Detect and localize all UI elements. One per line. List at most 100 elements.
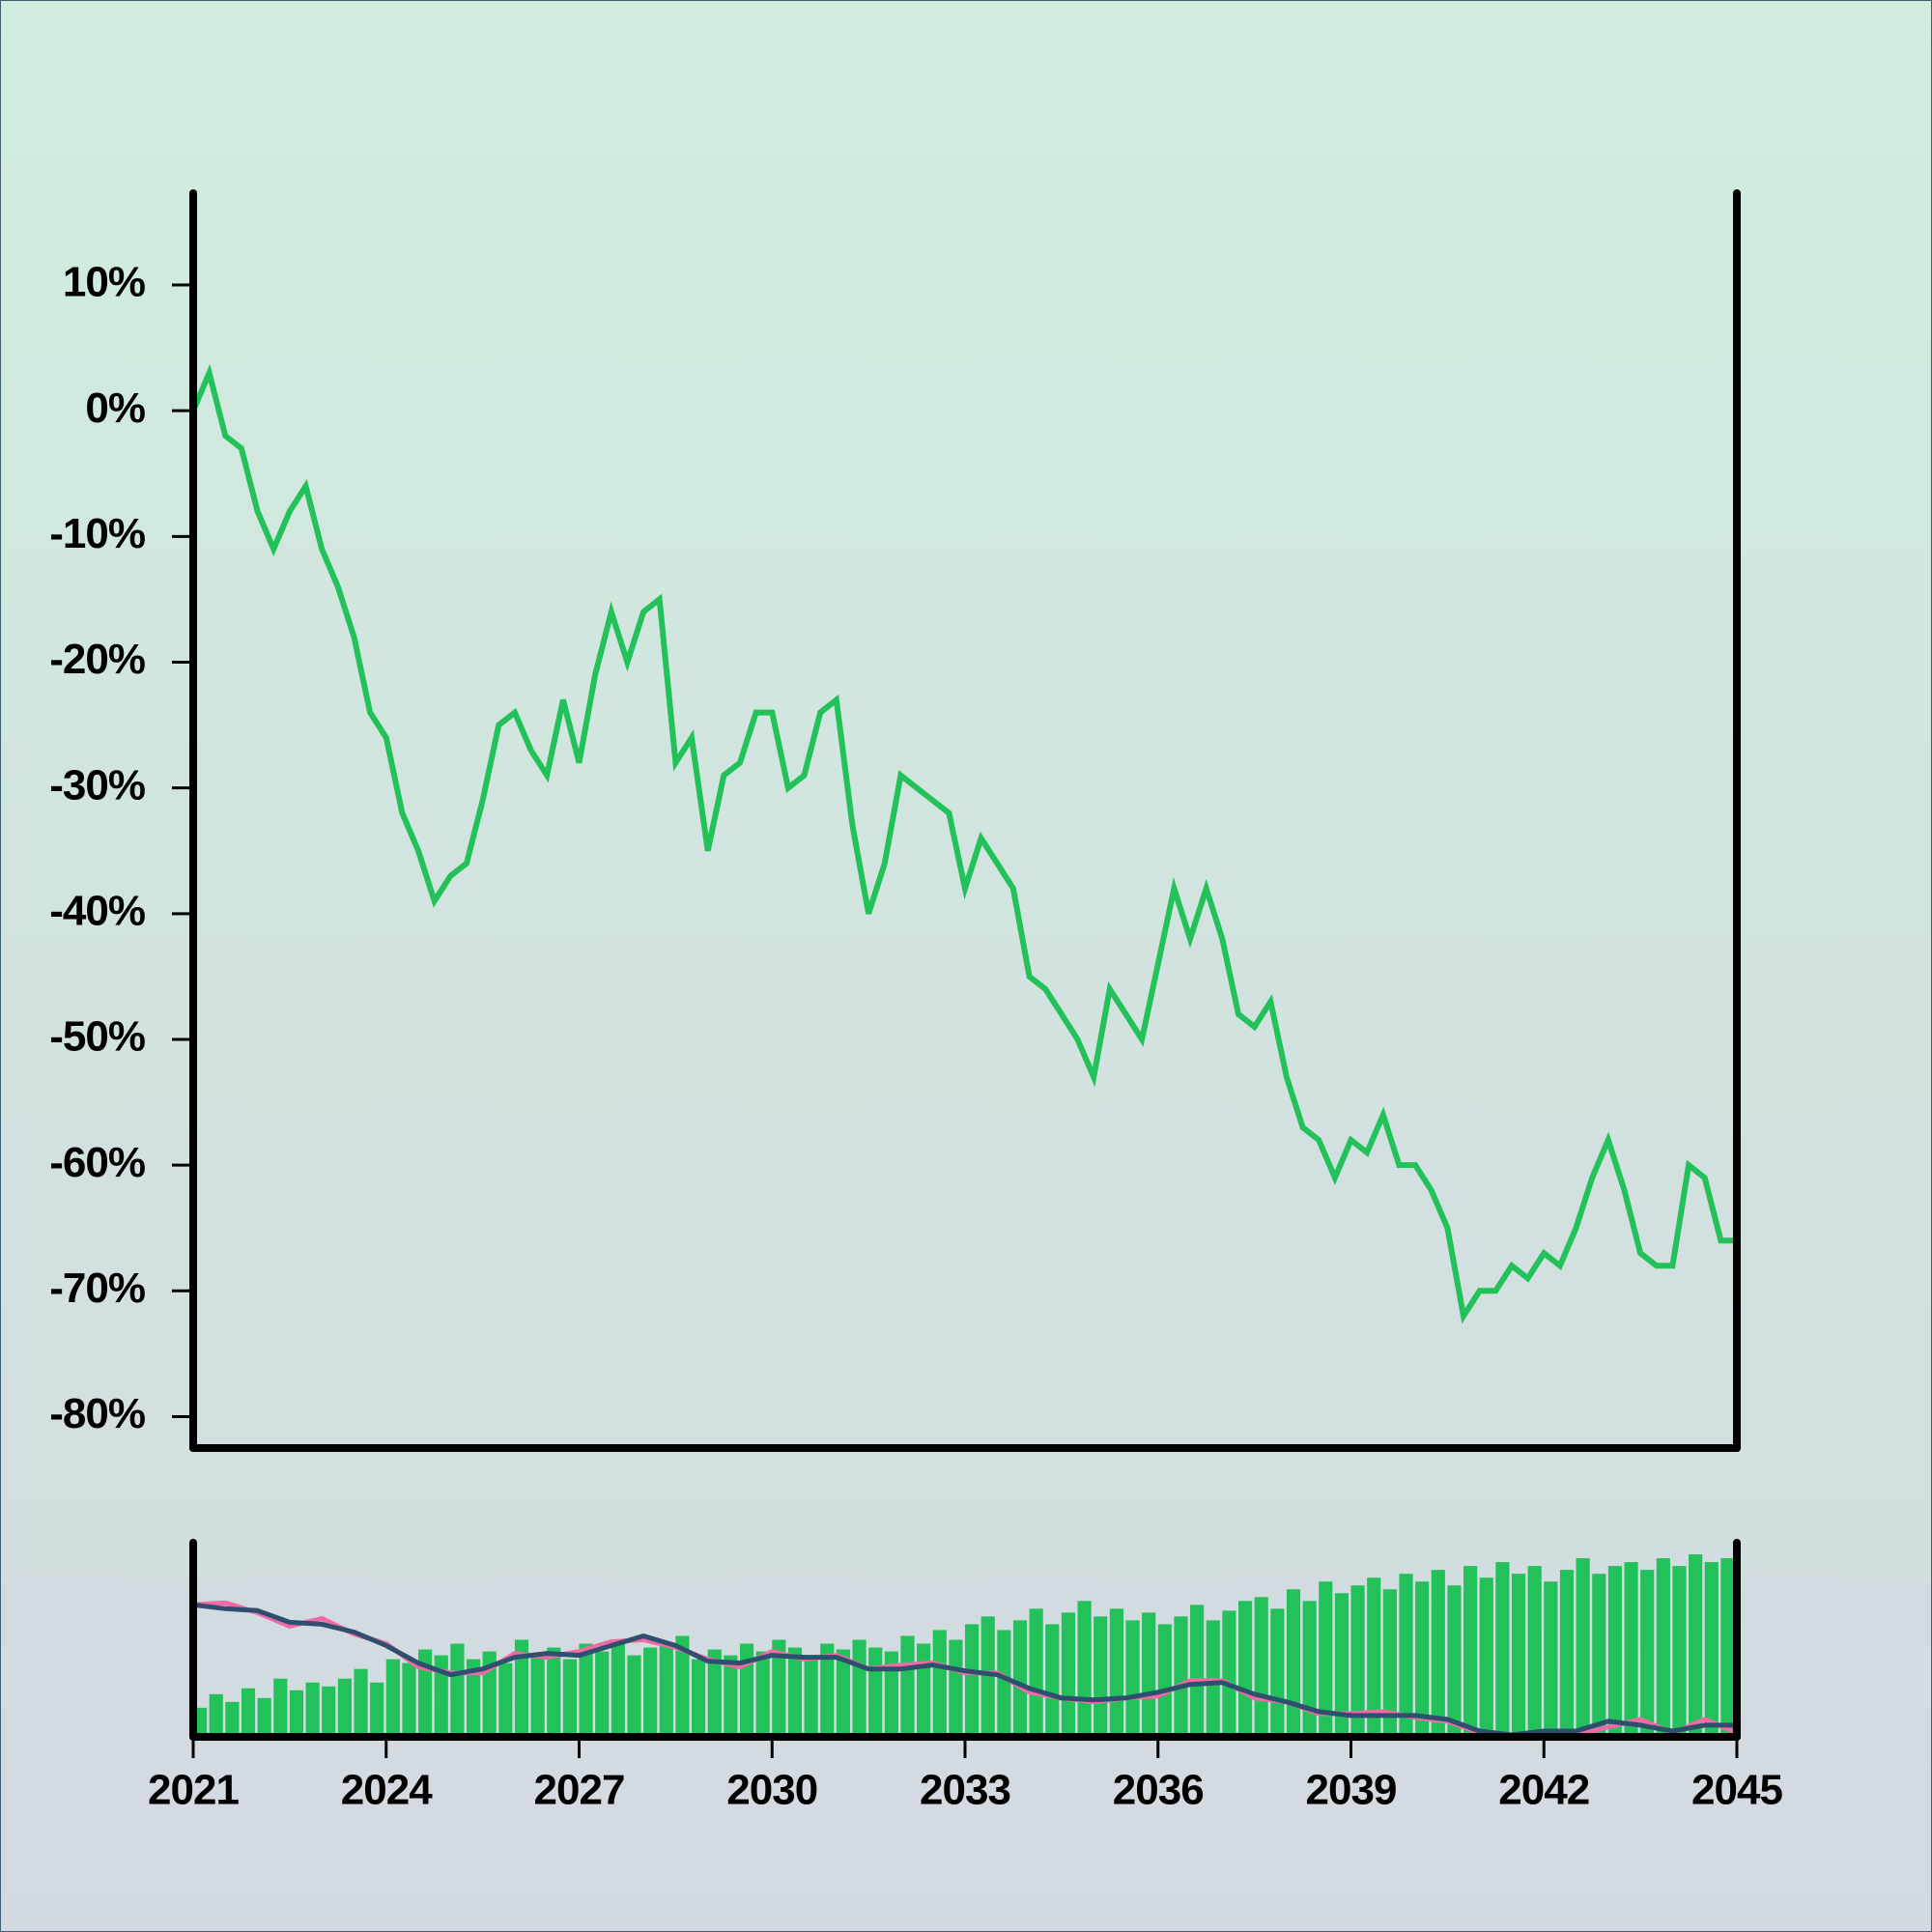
x-tick-label: 2042 [1498,1767,1589,1814]
volume-bar [739,1643,754,1737]
volume-bar [1286,1589,1301,1737]
volume-bar [949,1639,963,1737]
volume-bar [852,1639,867,1737]
volume-bar [530,1655,545,1737]
volume-bar [337,1678,352,1737]
volume-bar [1656,1558,1670,1737]
volume-bar [675,1635,690,1737]
volume-bar [1190,1605,1205,1737]
volume-bar [1672,1566,1687,1737]
plot-layer: 10% 0% -10% -20% -30% -40% -50% -60% -70% -80% 202… [49,189,1783,1814]
volume-bar [1447,1585,1462,1737]
volume-bar [562,1659,578,1737]
volume-bar [1334,1593,1350,1737]
volume-bar [418,1649,433,1737]
volume-bar [289,1690,304,1737]
moving-average-line [192,1602,1737,1738]
volume-bar [1559,1570,1575,1737]
volume-bar [787,1647,803,1737]
volume-bar [643,1647,658,1737]
volume-bar [322,1686,336,1737]
volume-bar [1174,1616,1188,1737]
volume-bar [547,1647,561,1737]
volume-bar [402,1662,416,1737]
volume-bar [1704,1562,1719,1737]
x-tick-label: 2027 [534,1767,625,1814]
volume-bar [1367,1577,1381,1737]
volume-bar [932,1630,947,1737]
x-tick-label: 2039 [1306,1767,1397,1814]
x-tick-label: 2024 [341,1767,433,1814]
x-tick-label: 2036 [1113,1767,1204,1814]
volume-bar [1689,1554,1703,1737]
volume-bar [917,1643,931,1737]
volume-bar [804,1655,818,1737]
volume-bar [772,1639,786,1737]
volume-bar [1222,1610,1236,1737]
volume-bar [900,1635,915,1737]
y-tick-label: -30% [49,761,145,809]
volume-bar [1045,1624,1060,1737]
volume-bar [450,1643,465,1737]
volume-bar [820,1643,835,1737]
volume-bar [1399,1574,1413,1737]
volume-bar [1237,1601,1253,1737]
y-tick-label: -50% [49,1013,145,1061]
volume-bar [257,1697,271,1737]
volume-bar [241,1688,256,1737]
y-tick-label: -70% [49,1264,145,1312]
y-tick-label: -20% [49,636,145,683]
volume-bar [627,1655,641,1737]
volume-bar [868,1647,883,1737]
volume-bar [1495,1562,1510,1737]
volume-bar [1061,1612,1076,1737]
volume-bar [1382,1589,1397,1737]
volume-bar [724,1655,738,1737]
volume-bar [595,1651,610,1737]
volume-bar [997,1630,1011,1737]
volume-bar [514,1639,529,1737]
volume-bar [1592,1574,1606,1737]
volume-bar [225,1701,240,1737]
y-tick-label: -60% [49,1139,145,1186]
x-tick-label: 2033 [920,1767,1010,1814]
volume-bar [1125,1620,1140,1737]
volume-bar [965,1624,980,1737]
volume-bar [1350,1585,1365,1737]
y-tick-label: -40% [49,887,145,934]
volume-bar [755,1651,770,1737]
volume-bar [1157,1624,1172,1737]
volume-bar [1319,1581,1333,1737]
volume-bar [1527,1566,1542,1737]
volume-bar [305,1682,320,1737]
volume-bar [836,1649,850,1737]
x-tick-label: 2021 [148,1767,239,1814]
volume-bar [1077,1601,1092,1737]
volume-bar [1463,1566,1478,1737]
volume-bar [1142,1612,1156,1737]
line [190,363,1737,1324]
volume-bar [1479,1577,1493,1737]
volume-bar [692,1659,706,1737]
volume-bar [1302,1601,1317,1737]
volume-bar [1511,1574,1526,1737]
volume-bar [1640,1570,1655,1737]
volume-bar [1624,1562,1638,1737]
volume-bar [354,1668,368,1737]
volume-bar [1431,1570,1445,1737]
y-tick-label: -80% [49,1390,145,1437]
volume-bar [370,1682,384,1737]
volume-bar [884,1651,898,1737]
volume-bar [1254,1597,1268,1737]
volume-bar [273,1678,288,1737]
volume-bar [1270,1608,1285,1737]
volume-bar [579,1643,593,1737]
volume-bar [1544,1581,1558,1737]
volume-bar [1415,1581,1430,1737]
volume-bar [611,1639,625,1737]
x-tick-label: 2045 [1691,1767,1782,1814]
volume-bar [707,1649,722,1737]
y-tick-label: 10% [63,259,145,306]
volume-bar [434,1655,448,1737]
